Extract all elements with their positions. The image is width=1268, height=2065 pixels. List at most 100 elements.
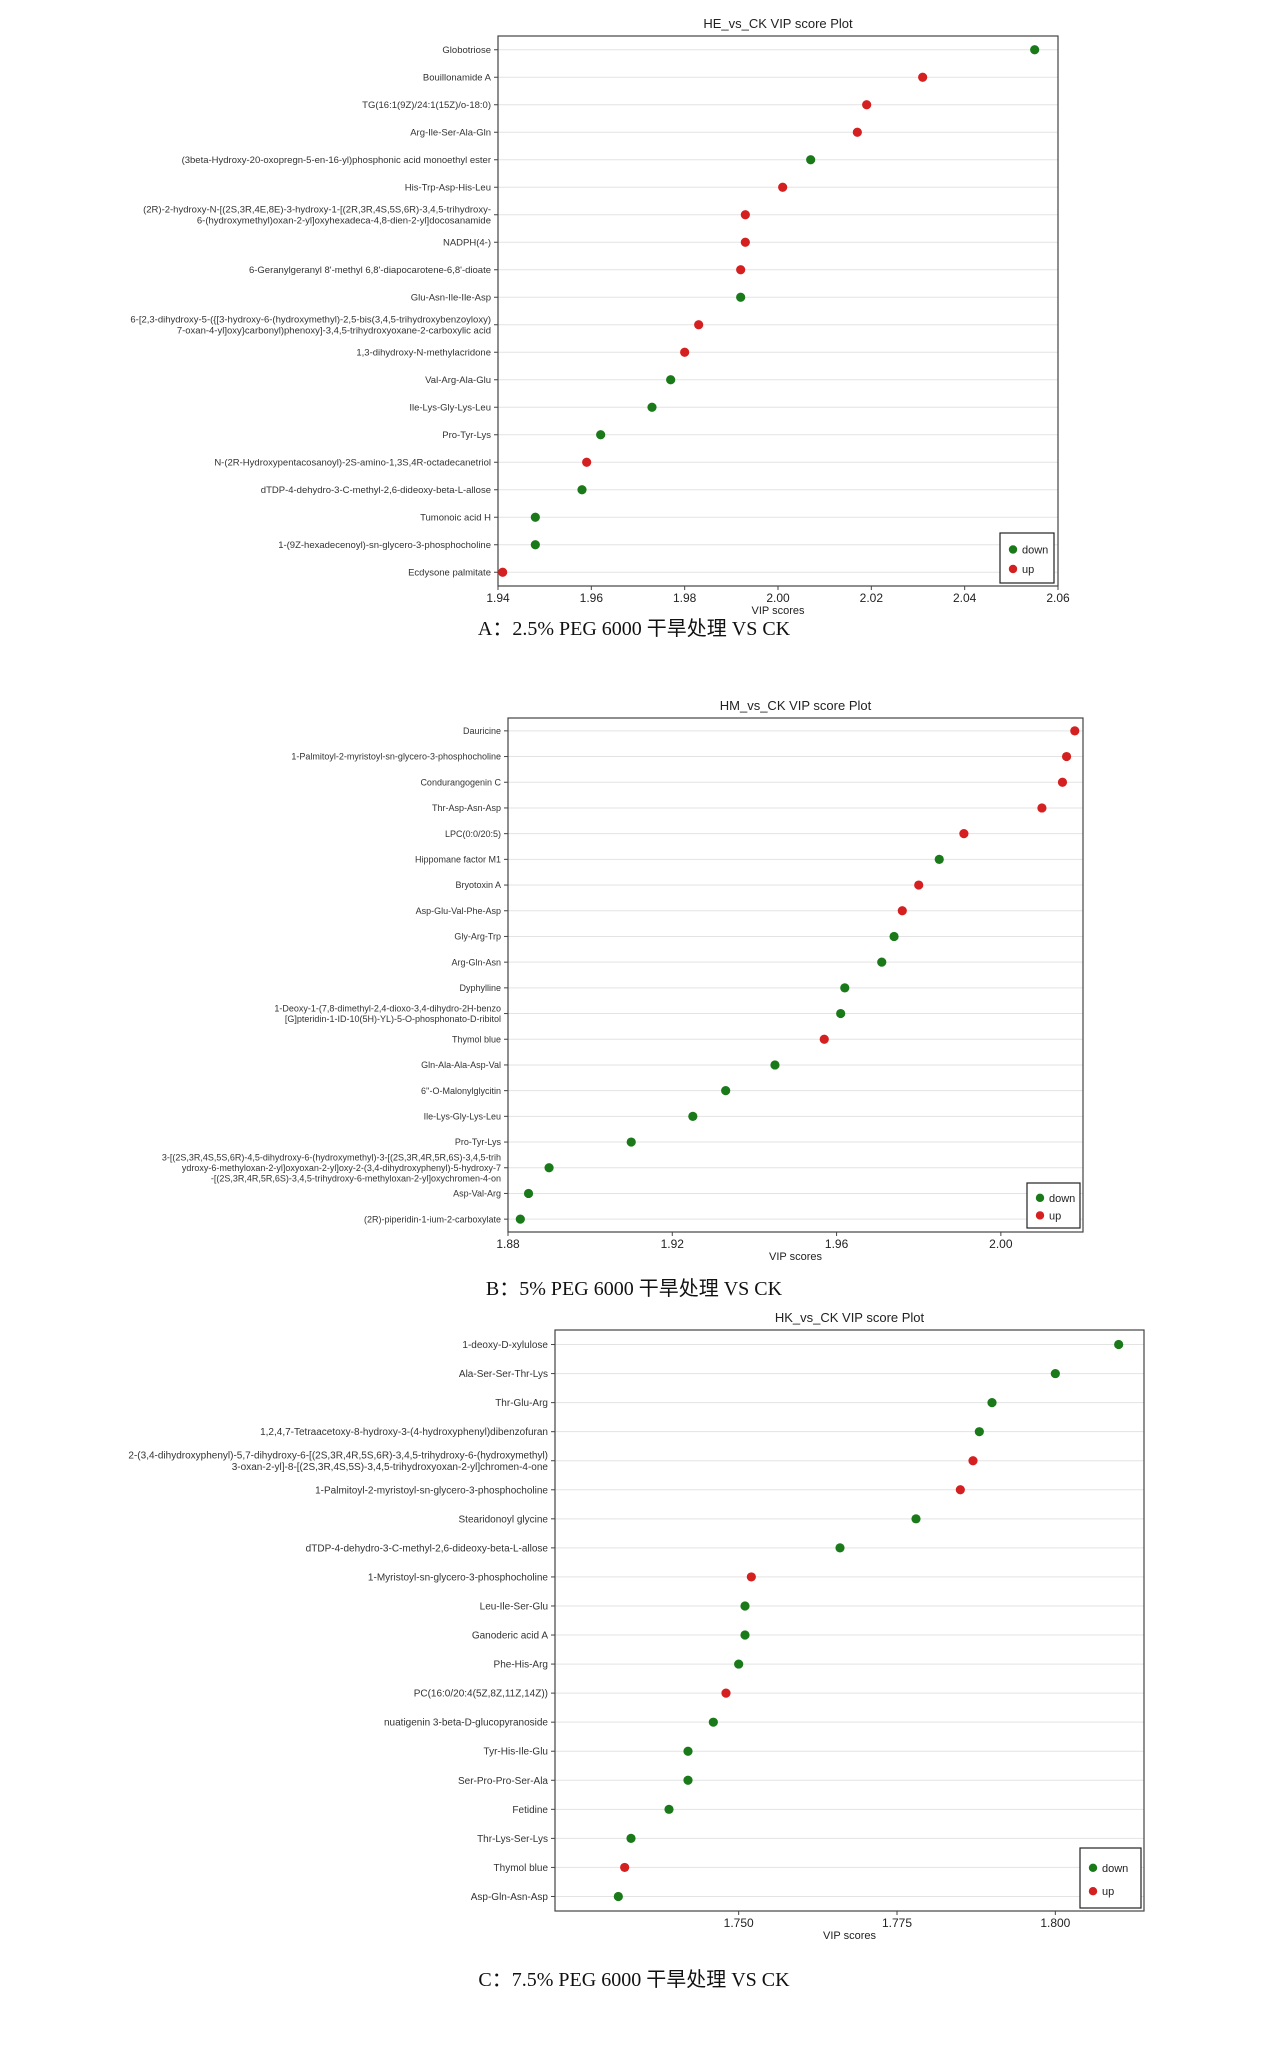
y-label-line: 6-(hydroxymethyl)oxan-2-yl]oxyhexadeca-4… — [197, 216, 491, 227]
point-down — [840, 983, 850, 993]
y-label-line: His-Trp-Asp-His-Leu — [405, 183, 491, 194]
y-label: (2R)-2-hydroxy-N-[(2S,3R,4E,8E)-3-hydrox… — [143, 205, 491, 227]
y-label: Stearidonoyl glycine — [459, 1514, 549, 1525]
x-axis-label: VIP scores — [823, 1930, 876, 1942]
point-down — [596, 430, 606, 440]
y-label-line: Bouillonamide A — [423, 73, 492, 84]
point-down — [530, 512, 540, 522]
point-up — [721, 1688, 731, 1698]
y-label: N-(2R-Hydroxypentacosanoyl)-2S-amino-1,3… — [214, 458, 491, 469]
point-up — [582, 457, 592, 467]
point-up — [862, 100, 872, 110]
y-label: Globotriose — [442, 45, 491, 56]
y-label: 1,3-dihydroxy-N-methylacridone — [356, 348, 491, 359]
x-tick-label: 1.92 — [661, 1237, 685, 1251]
y-label: Thymol blue — [452, 1034, 501, 1044]
point-down — [740, 1630, 750, 1640]
y-label-line: Pro-Tyr-Lys — [442, 430, 491, 441]
legend-dot-up — [1008, 564, 1018, 574]
y-label: Hippomane factor M1 — [415, 855, 501, 865]
y-label: Glu-Asn-Ile-Ile-Asp — [411, 293, 491, 304]
legend-label-up: up — [1102, 1886, 1114, 1898]
panel-c: HK_vs_CK VIP score Plot 1.750 1.775 1.800 1-… — [0, 1305, 1268, 2005]
y-label-line: Dauricine — [463, 726, 501, 736]
point-up — [1061, 751, 1072, 762]
point-down — [1114, 1339, 1124, 1350]
y-label-line: ydroxy-6-methyloxan-2-yl]oxyoxan-2-yl]ox… — [182, 1163, 501, 1173]
y-label-line: Thr-Lys-Ser-Lys — [477, 1834, 548, 1845]
x-axis-label: VIP scores — [769, 1251, 822, 1263]
y-label: Dauricine — [463, 726, 501, 736]
y-label: 1,2,4,7-Tetraacetoxy-8-hydroxy-3-(4-hydr… — [260, 1427, 548, 1438]
y-label: Val-Arg-Ala-Glu — [425, 375, 491, 386]
y-label: NADPH(4-) — [443, 238, 491, 249]
y-label-line: Tumonoic acid H — [420, 513, 491, 524]
y-label: (2R)-piperidin-1-ium-2-carboxylate — [364, 1214, 501, 1224]
y-label-line: NADPH(4-) — [443, 238, 491, 249]
y-label: Ile-Lys-Gly-Lys-Leu — [424, 1112, 501, 1122]
y-label-line: Asp-Val-Arg — [453, 1189, 501, 1199]
y-label: 1-deoxy-D-xylulose — [462, 1340, 548, 1351]
vip-plot-a: HE_vs_CK VIP score Plot 1.94 1.96 1.98 2.00 2… — [130, 16, 1070, 617]
y-label: 6-Geranylgeranyl 8'-methyl 6,8'-diapocar… — [249, 265, 491, 276]
y-label: 1-Palmitoyl-2-myristoyl-sn-glycero-3-pho… — [315, 1485, 548, 1496]
y-label-line: Arg-Gln-Asn — [451, 957, 501, 967]
point-down — [577, 485, 587, 495]
y-label: Arg-Ile-Ser-Ala-Gln — [410, 128, 491, 139]
y-label: Tumonoic acid H — [420, 513, 491, 524]
point-up — [778, 182, 788, 192]
point-up — [620, 1862, 630, 1873]
y-label: Phe-His-Arg — [494, 1660, 548, 1671]
y-label: His-Trp-Asp-His-Leu — [405, 183, 491, 194]
y-label-line: 1-Palmitoyl-2-myristoyl-sn-glycero-3-pho… — [291, 752, 501, 762]
y-label-line: 1-deoxy-D-xylulose — [462, 1340, 548, 1351]
y-label: Gln-Ala-Ala-Asp-Val — [421, 1060, 501, 1070]
point-up — [1057, 777, 1068, 787]
point-up — [914, 880, 924, 890]
y-label-line: LPC(0:0/20:5) — [445, 829, 501, 839]
y-label-line: 1-Deoxy-1-(7,8-dimethyl-2,4-dioxo-3,4-di… — [274, 1003, 501, 1013]
y-label-line: 2-(3,4-dihydroxyphenyl)-5,7-dihydroxy-6-… — [128, 1450, 548, 1461]
x-tick-label: 2.04 — [953, 591, 977, 605]
y-label-line: 1,3-dihydroxy-N-methylacridone — [356, 348, 491, 359]
y-label: LPC(0:0/20:5) — [445, 829, 501, 839]
y-label-line: Thymol blue — [452, 1034, 501, 1044]
y-label: PC(16:0/20:4(5Z,8Z,11Z,14Z)) — [414, 1689, 548, 1700]
point-up — [897, 906, 907, 916]
legend-label-down: down — [1102, 1863, 1128, 1875]
y-label-line: 6-[2,3-dihydroxy-5-({[3-hydroxy-6-(hydro… — [130, 315, 491, 326]
x-tick-label: 1.96 — [580, 591, 604, 605]
y-label-line: Ile-Lys-Gly-Lys-Leu — [409, 403, 491, 414]
y-label: 2-(3,4-dihydroxyphenyl)-5,7-dihydroxy-6-… — [128, 1450, 548, 1473]
y-label: 1-Deoxy-1-(7,8-dimethyl-2,4-dioxo-3,4-di… — [274, 1003, 501, 1024]
point-down — [523, 1188, 534, 1199]
point-down — [987, 1398, 997, 1408]
y-label: Bryotoxin A — [455, 880, 501, 890]
y-label: TG(16:1(9Z)/24:1(15Z)/o-18:0) — [362, 100, 491, 111]
point-down — [1030, 45, 1040, 55]
legend-label-down: down — [1049, 1193, 1075, 1205]
vip-plot-b: HM_vs_CK VIP score Plot 1.88 1.92 1.96 2.00 D… — [162, 698, 1084, 1263]
point-down — [1050, 1368, 1060, 1379]
y-label-line: Glu-Asn-Ile-Ile-Asp — [411, 293, 491, 304]
y-label-line: Thr-Glu-Arg — [495, 1398, 548, 1409]
y-label: Pro-Tyr-Lys — [442, 430, 491, 441]
y-label-line: Hippomane factor M1 — [415, 855, 501, 865]
y-label-line: dTDP-4-dehydro-3-C-methyl-2,6-dideoxy-be… — [306, 1543, 549, 1554]
y-label-line: Stearidonoyl glycine — [459, 1514, 549, 1525]
y-label: Ganoderic acid A — [472, 1631, 548, 1642]
legend-box — [1026, 1182, 1081, 1229]
y-label-line: Asp-Gln-Asn-Asp — [471, 1892, 549, 1903]
y-label-line: Gln-Ala-Ala-Asp-Val — [421, 1060, 501, 1070]
x-tick-label: 2.00 — [989, 1237, 1013, 1251]
y-label-line: Ala-Ser-Ser-Thr-Lys — [459, 1369, 548, 1380]
y-label-line: Dyphylline — [459, 983, 501, 993]
y-label-line: PC(16:0/20:4(5Z,8Z,11Z,14Z)) — [414, 1689, 548, 1700]
point-down — [613, 1891, 623, 1902]
y-label-line: Ser-Pro-Pro-Ser-Ala — [458, 1776, 548, 1787]
y-label: Condurangogenin C — [420, 777, 501, 787]
y-label-line: Globotriose — [442, 45, 491, 56]
point-up — [694, 320, 704, 330]
point-up — [1037, 803, 1047, 813]
y-label-line: Thr-Asp-Asn-Asp — [432, 803, 501, 813]
